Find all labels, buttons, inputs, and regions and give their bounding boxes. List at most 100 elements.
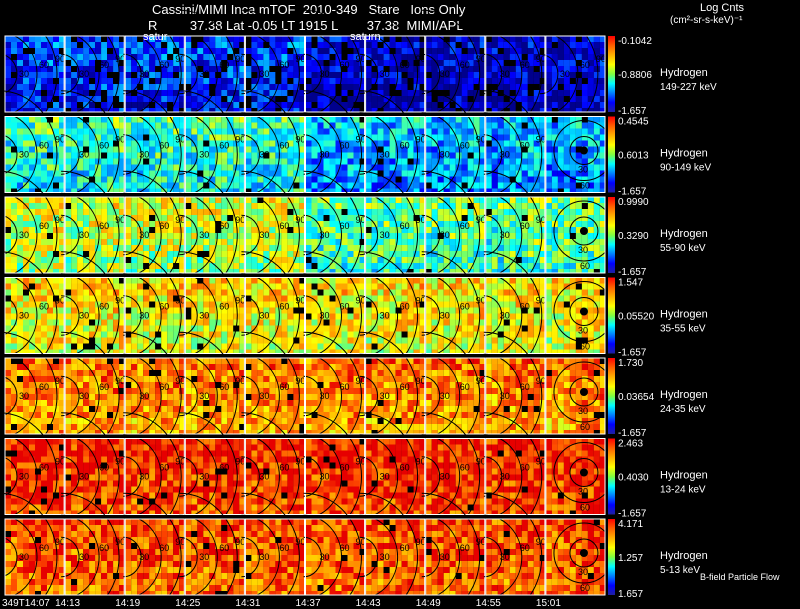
footer-note: B-field Particle Flow xyxy=(700,572,780,582)
contour-label: 30 xyxy=(500,69,510,79)
image-panel: 30 60 90 xyxy=(421,331,486,461)
image-panel: 30 60 90 xyxy=(359,412,426,541)
image-panel: 30 60 90 xyxy=(0,412,65,541)
contour-label: 90 xyxy=(235,457,245,467)
image-panel: 30 60 90 xyxy=(303,9,366,139)
contour-label: 60 xyxy=(580,181,590,191)
time-tick-label: 14:49 xyxy=(416,598,441,609)
contour-label: 30 xyxy=(380,230,390,240)
radius-label: R xyxy=(148,18,158,33)
colorbar-max-label: 1.730 xyxy=(618,358,643,369)
contour-label: 30 xyxy=(19,150,29,160)
image-panel: 30 60 xyxy=(545,277,615,354)
contour-label: 60 xyxy=(340,543,350,553)
contour-label: 30 xyxy=(259,472,269,482)
image-panel: 30 60 90 xyxy=(179,251,245,380)
contour-label: 60 xyxy=(460,302,470,312)
contour-label: 90 xyxy=(175,376,185,386)
contour-label: 60 xyxy=(400,141,410,151)
contour-label: 90 xyxy=(295,215,305,225)
colorbar-mid-label: -0.8806 xyxy=(618,70,652,81)
contour-label: 90 xyxy=(536,54,546,64)
image-panel: 30 60 90 xyxy=(241,492,305,609)
contour-label: 60 xyxy=(159,221,169,231)
contour-label: 90 xyxy=(356,54,366,64)
contour-label: 60 xyxy=(279,382,289,392)
saturn-label: saturn xyxy=(350,31,381,43)
units-title: Log Cnts xyxy=(700,2,745,14)
contour-label: 60 xyxy=(279,302,289,312)
contour-label: 30 xyxy=(199,472,209,482)
image-panel: 30 60 90 xyxy=(483,170,546,300)
contour-label: 90 xyxy=(55,376,65,386)
contour-label: 90 xyxy=(416,457,426,467)
contour-label: 60 xyxy=(219,543,229,553)
contour-label: 60 xyxy=(159,141,169,151)
contour-label: 90 xyxy=(476,537,486,547)
colorbar-max-label: 1.547 xyxy=(618,278,643,289)
energy-label: 35-55 keV xyxy=(660,324,706,335)
colorbar-mid-label: 0.3290 xyxy=(618,231,649,242)
energy-label: 55-90 keV xyxy=(660,243,706,254)
colorbar xyxy=(608,36,615,112)
contour-label: 30 xyxy=(440,150,450,160)
colorbar xyxy=(608,116,615,193)
image-panel: 30 60 90 xyxy=(483,9,546,139)
contour-label: 90 xyxy=(536,296,546,306)
contour-label: 30 xyxy=(320,150,330,160)
colorbar-mid-label: 1.257 xyxy=(618,553,643,564)
contour-label: 30 xyxy=(320,472,330,482)
image-panel: 30 60 90 xyxy=(123,492,185,609)
contour-label: 30 xyxy=(79,472,89,482)
contour-label: 60 xyxy=(400,302,410,312)
contour-label: 60 xyxy=(340,302,350,312)
energy-label: 149-227 keV xyxy=(660,82,717,93)
image-panel: 30 60 90 xyxy=(483,492,546,609)
image-panel: 30 60 90 xyxy=(539,9,606,139)
contour-label: 90 xyxy=(55,135,65,145)
colorbar-min-label: -1.657 xyxy=(618,509,647,520)
image-panel: 30 60 90 xyxy=(359,251,426,380)
image-panel: 30 60 90 xyxy=(123,251,185,380)
colorbar-mid-label: 0.4030 xyxy=(618,473,649,484)
plot-title: Cassini/MIMI Inca mTOF 2010-349 Stare Io… xyxy=(152,2,466,17)
contour-label: 60 xyxy=(580,583,590,593)
image-panel: 30 60 90 xyxy=(179,331,245,461)
species-label: Hydrogen xyxy=(660,470,708,482)
contour-label: 30 xyxy=(259,69,269,79)
contour-label: 60 xyxy=(279,60,289,70)
image-panel: 30 60 xyxy=(545,196,615,274)
image-panel: 30 60 90 xyxy=(359,331,426,461)
contour-label: 60 xyxy=(99,463,109,473)
time-tick-label: 349T14:07 xyxy=(2,598,50,609)
contour-label: 30 xyxy=(500,150,510,160)
contour-label: 30 xyxy=(578,165,588,175)
image-panel: 30 60 90 xyxy=(241,9,305,139)
contour-label: 30 xyxy=(199,150,209,160)
contour-label: 30 xyxy=(380,391,390,401)
contour-label: 60 xyxy=(340,60,350,70)
contour-label: 90 xyxy=(536,537,546,547)
colorbar-mid-label: 0.6013 xyxy=(618,151,649,162)
contour-label: 30 xyxy=(320,391,330,401)
contour-label: 30 xyxy=(79,311,89,321)
contour-label: 30 xyxy=(79,150,89,160)
contour-label: 30 xyxy=(578,406,588,416)
contour-label: 90 xyxy=(295,457,305,467)
image-panel: 30 60 90 xyxy=(483,412,546,541)
contour-label: 90 xyxy=(536,376,546,386)
image-panel: 30 60 90 xyxy=(241,251,305,380)
contour-label: 90 xyxy=(416,376,426,386)
contour-label: 90 xyxy=(476,54,486,64)
image-panel: 30 60 90 xyxy=(61,90,125,219)
contour-label: 60 xyxy=(520,60,530,70)
contour-label: 60 xyxy=(400,60,410,70)
energy-label: 5-13 keV xyxy=(660,565,700,576)
contour-label: 60 xyxy=(39,382,49,392)
contour-label: 60 xyxy=(340,382,350,392)
contour-label: 90 xyxy=(115,296,125,306)
colorbar-min-label: -1.657 xyxy=(618,428,647,439)
colorbar xyxy=(608,438,615,515)
contour-label: 30 xyxy=(440,69,450,79)
contour-label: 60 xyxy=(520,302,530,312)
